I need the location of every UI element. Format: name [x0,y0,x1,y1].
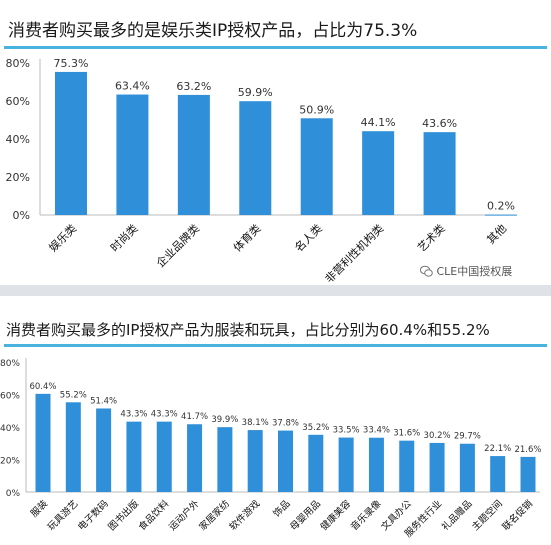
x-tick-label: 音乐录像 [348,497,384,533]
data-label: 43.6% [422,117,457,130]
bar [300,118,333,215]
data-label: 63.2% [176,80,211,93]
x-tick-label: 体育类 [230,221,263,254]
x-tick-label: 联名促销 [500,497,536,533]
watermark: CLE中国授权展 [419,263,513,279]
bar [96,408,112,492]
data-label: 59.9% [238,86,273,99]
data-label: 63.4% [115,80,150,93]
x-tick-label: 健康美容 [318,497,354,533]
chart-title: 消费者购买最多的IP授权产品为服装和玩具，占比分别为60.4%和55.2% [6,321,490,339]
x-tick-label: 图书出版 [106,497,142,533]
x-tick-label: 主题空间 [469,498,504,533]
bar [362,131,395,215]
y-tick-label: 20% [6,171,30,184]
bar [459,443,475,492]
x-tick-label: 企业品牌类 [153,221,202,270]
data-label: 29.7% [454,432,481,442]
x-tick-label: 礼品赠品 [439,498,474,533]
y-tick-label: 60% [6,95,30,108]
y-tick-label: 40% [0,424,20,434]
data-label: 22.1% [484,444,511,454]
data-label: 0.2% [487,200,515,213]
data-label: 21.6% [514,445,541,455]
x-tick-label: 艺术类 [414,221,447,254]
x-tick-label: 软件游戏 [227,497,263,533]
title-underline [4,46,547,49]
y-tick-label: 0% [6,489,21,499]
bar [520,456,536,492]
data-label: 41.7% [181,412,208,422]
x-tick-label: 娱乐类 [46,221,79,254]
data-label: 33.4% [363,426,390,436]
title-underline [4,344,547,347]
bar [177,94,210,215]
data-label: 55.2% [60,390,87,400]
x-tick-label: 非营利性机构类 [322,221,386,285]
x-tick-label: 玩具游艺 [45,498,80,533]
x-tick-label: 服装 [28,497,50,519]
bar [338,437,354,492]
data-label: 75.3% [54,57,89,70]
y-tick-label: 80% [0,359,20,369]
bar [429,442,445,492]
bar [187,424,203,492]
data-label: 43.3% [151,410,178,420]
bar [308,434,324,492]
bar [368,437,384,492]
x-tick-label: 母婴用品 [288,498,323,533]
data-label: 31.6% [393,429,420,439]
chart-panel-products: 消费者购买最多的IP授权产品为服装和玩具，占比分别为60.4%和55.2% 0%… [0,296,551,545]
data-label: 30.2% [424,431,451,441]
bar [423,132,456,215]
y-tick-label: 80% [6,57,30,70]
bar [217,427,233,492]
data-label: 60.4% [29,382,56,392]
data-label: 35.2% [302,423,329,433]
x-tick-label: 时尚类 [107,221,140,254]
data-label: 38.1% [242,418,269,428]
data-label: 43.3% [120,410,147,420]
watermark-text: CLE中国授权展 [436,265,513,278]
bar [485,214,517,216]
bar [156,421,172,492]
x-tick-label: 其他 [484,222,509,247]
data-label: 44.1% [361,116,396,129]
bar [399,440,415,492]
x-tick-label: 电子数码 [75,498,110,533]
y-tick-label: 40% [6,133,30,146]
bar [126,421,142,492]
x-tick-label: 家居家纺 [197,497,233,533]
x-tick-label: 食品饮料 [136,497,172,533]
data-label: 33.5% [333,426,360,436]
data-label: 39.9% [211,415,238,425]
bar-chart-ip-category: 0% 20% 40% 60% 80% 75.3% 娱乐类 63.4% 时尚类 63.2% 企业品牌类… [6,57,517,285]
chart-title: 消费者购买最多的是娱乐类IP授权产品，占比为75.3% [8,21,418,41]
y-tick-label: 0% [13,209,30,222]
x-tick-label: 运动户外 [166,497,202,533]
chart-panel-entertainment: 消费者购买最多的是娱乐类IP授权产品，占比为75.3% 0% 20% 40% 60% 8… [4,21,547,285]
wechat-icon [419,265,433,277]
y-tick-label: 60% [0,392,20,402]
panel-separator [0,285,551,296]
bar-chart-product-type: 0% 20% 40% 60% 80% 60.4% 服装 55.2% 玩具游艺 51.4% 电子数码 4… [0,358,542,540]
bar [490,456,506,492]
data-label: 50.9% [299,103,334,116]
bar [35,393,51,492]
bar [116,94,149,215]
bar [278,430,293,492]
bar [239,101,272,215]
data-label: 37.8% [272,419,299,429]
bar [247,430,263,492]
data-label: 51.4% [90,396,117,406]
bar [65,402,81,492]
y-tick-label: 20% [0,457,20,467]
x-tick-label: 饰品 [271,498,293,520]
x-tick-label: 名人类 [292,221,325,254]
bar [55,71,87,216]
